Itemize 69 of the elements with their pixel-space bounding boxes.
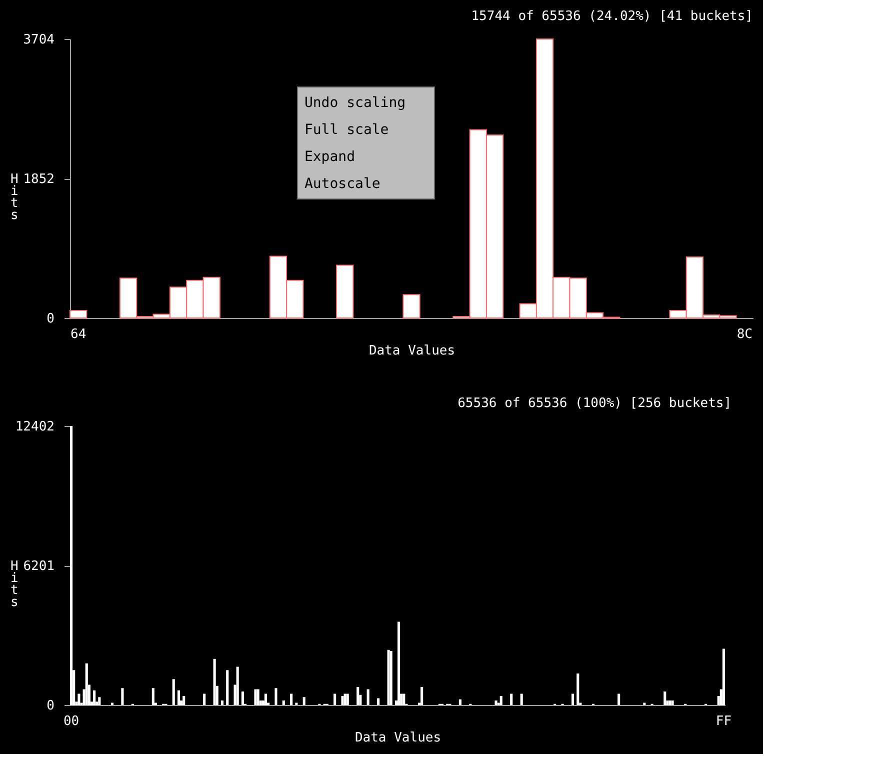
bar — [387, 650, 390, 705]
annotation: Expand — [304, 149, 356, 165]
bar — [85, 663, 88, 705]
bar — [274, 688, 278, 705]
bar — [458, 699, 462, 705]
bar — [390, 651, 392, 705]
bar — [98, 697, 101, 705]
bar — [336, 264, 354, 318]
bar — [236, 666, 239, 705]
bar — [282, 700, 285, 705]
bar — [571, 694, 574, 705]
y-tick-label: 0 — [46, 312, 54, 326]
bar — [254, 689, 257, 705]
bar — [420, 687, 424, 705]
bar — [121, 688, 124, 705]
bar — [377, 698, 380, 705]
bar — [356, 687, 360, 705]
bar — [78, 694, 80, 705]
annotation: Full scale — [304, 122, 389, 138]
bar — [722, 648, 725, 705]
bar — [226, 670, 229, 705]
bar — [668, 700, 672, 705]
bar — [344, 694, 346, 705]
bar — [398, 622, 400, 705]
y-tick-label: 0 — [46, 698, 54, 714]
annotation: Autoscale — [304, 176, 380, 192]
bar — [494, 700, 498, 705]
chart-title: 15744 of 65536 (24.02%) [41 buckets] — [471, 9, 753, 24]
x-axis-title: Data Values — [354, 730, 442, 746]
bar — [520, 694, 523, 705]
bar — [402, 694, 406, 705]
y-axis-title: Hits — [10, 172, 18, 223]
bar — [302, 697, 306, 705]
y-tick-label: 6201 — [23, 559, 54, 574]
bar — [664, 692, 666, 705]
bar — [341, 696, 344, 705]
bar — [510, 694, 513, 705]
bar — [290, 694, 293, 705]
bar — [172, 679, 175, 705]
bar — [220, 700, 224, 705]
bar — [203, 694, 206, 705]
bar — [152, 688, 154, 705]
y-tick-label: 12402 — [15, 420, 54, 434]
y-tick-label: 1852 — [23, 172, 54, 187]
chart-title: 65536 of 65536 (100%) [256 buckets] — [458, 396, 732, 411]
x-tick-label: 8C — [736, 327, 752, 342]
bar — [334, 694, 336, 705]
x-tick-label: 00 — [63, 714, 80, 729]
bar — [346, 694, 349, 705]
bar — [671, 700, 674, 705]
bar — [177, 690, 180, 705]
y-tick-label: 3704 — [23, 32, 55, 48]
y-axis-title: Hits — [10, 559, 18, 610]
annotation: Undo scaling — [304, 95, 406, 111]
bar — [213, 658, 216, 705]
bar — [93, 690, 96, 705]
bar — [264, 694, 268, 705]
bar — [576, 674, 580, 705]
bar — [241, 692, 244, 705]
x-axis-title: Data Values — [368, 344, 456, 358]
x-tick-label: FF — [716, 714, 732, 729]
bar — [182, 696, 186, 705]
bar — [256, 689, 260, 705]
bar — [500, 696, 502, 705]
x-tick-label: 64 — [70, 327, 86, 342]
bar — [618, 694, 620, 705]
bar — [366, 689, 370, 705]
bar — [70, 310, 88, 318]
bar — [402, 294, 420, 318]
